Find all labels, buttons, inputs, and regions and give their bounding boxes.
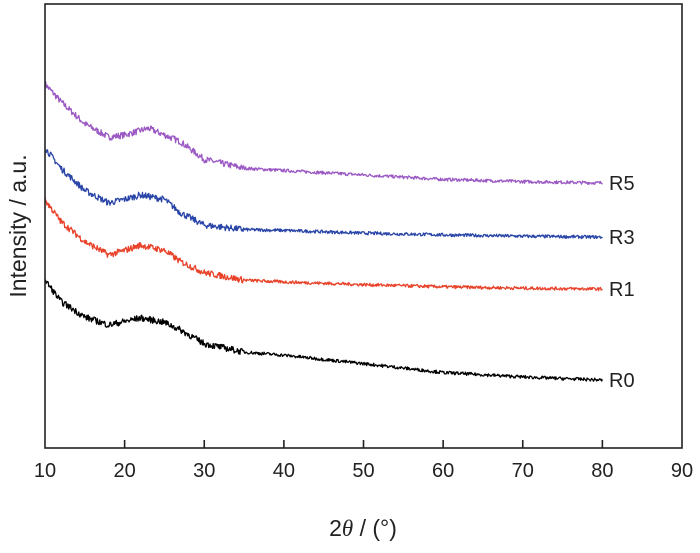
x-tick-label: 90 xyxy=(671,460,693,482)
x-ticks: 10 20 30 40 50 60 70 80 90 xyxy=(34,440,693,482)
x-tick-label: 30 xyxy=(193,460,215,482)
series-line-R1 xyxy=(44,196,603,292)
y-axis-label: Intensity / a.u. xyxy=(5,154,31,297)
x-tick-label: 70 xyxy=(512,460,534,482)
x-tick-label: 20 xyxy=(114,460,136,482)
x-tick-label: 10 xyxy=(34,460,56,482)
curves xyxy=(44,81,603,382)
x-tick-label: 50 xyxy=(352,460,374,482)
x-tick-label: 40 xyxy=(273,460,295,482)
series-labels: R5 R3 R1 R0 xyxy=(609,173,635,392)
x-tick-label: 60 xyxy=(432,460,454,482)
series-label-R3: R3 xyxy=(609,227,635,249)
series-label-R0: R0 xyxy=(609,370,635,392)
series-label-R1: R1 xyxy=(609,279,635,301)
series-line-R3 xyxy=(44,149,603,240)
series-line-R5 xyxy=(44,81,603,185)
series-label-R5: R5 xyxy=(609,173,635,195)
series-line-R0 xyxy=(44,279,603,382)
x-axis-label: 2θ / (°) xyxy=(329,515,397,541)
x-tick-label: 80 xyxy=(591,460,613,482)
